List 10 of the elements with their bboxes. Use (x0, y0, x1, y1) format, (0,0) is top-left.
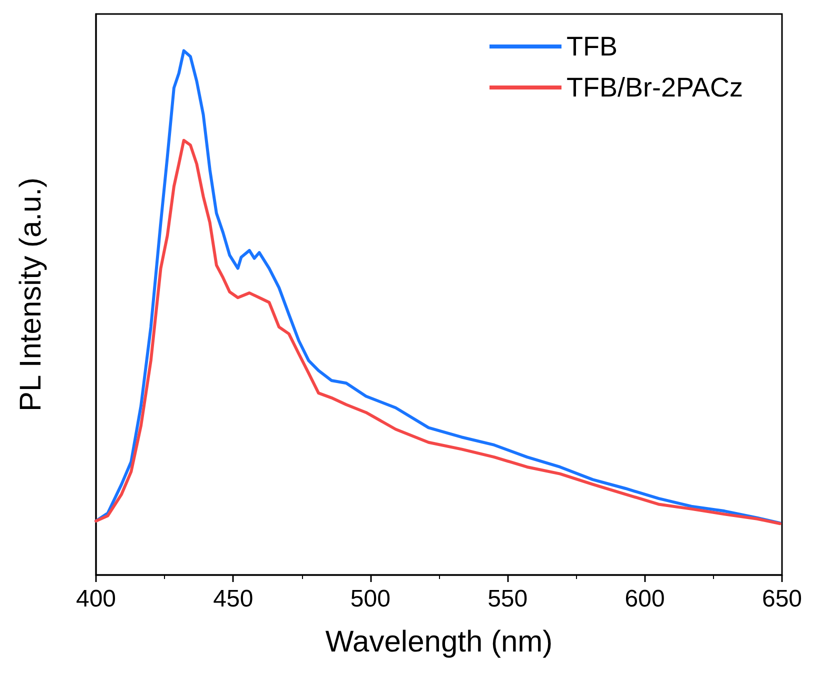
x-tick-label: 600 (624, 586, 665, 612)
legend-label: TFB/Br-2PACz (566, 72, 743, 102)
x-tick-label: 450 (213, 586, 254, 612)
y-axis-title: PL Intensity (a.u.) (14, 178, 48, 412)
x-tick-label: 400 (76, 586, 116, 612)
x-tick-label: 550 (488, 586, 528, 612)
x-tick-label: 650 (762, 586, 802, 612)
legend-label: TFB (566, 32, 618, 62)
x-axis-title: Wavelength (nm) (325, 626, 553, 658)
x-tick-label: 500 (350, 586, 390, 612)
